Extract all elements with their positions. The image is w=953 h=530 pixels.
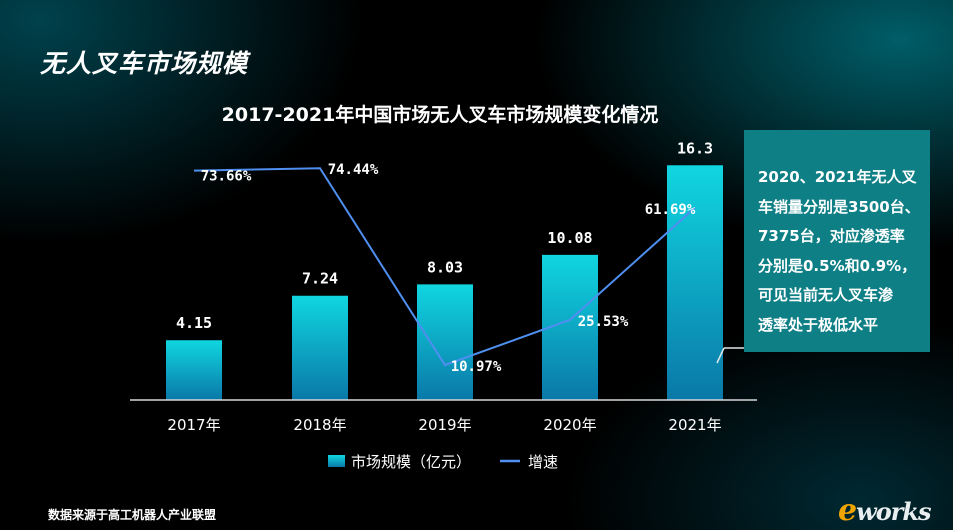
bar-value-label: 10.08	[547, 229, 592, 247]
legend-line-label: 增速	[528, 453, 558, 471]
source-note: 数据来源于高工机器人产业联盟	[48, 508, 217, 522]
note-box: 2020、2021年无人叉 车销量分别是3500台、 7375台，对应渗透率 分…	[744, 130, 930, 352]
note-line: 透率处于极低水平	[758, 315, 879, 334]
bar	[292, 295, 348, 400]
note-line: 7375台，对应渗透率	[758, 227, 905, 245]
bar-value-label: 16.3	[677, 139, 713, 157]
bar	[417, 284, 473, 400]
legend-bar-label: 市场规模（亿元）	[351, 453, 471, 471]
growth-value-label: 10.97%	[451, 359, 502, 375]
growth-value-label: 74.44%	[328, 162, 379, 178]
bar-value-label: 8.03	[427, 258, 463, 276]
eworks-logo: eworks	[838, 493, 932, 528]
chart-title: 2017-2021年中国市场无人叉车市场规模变化情况	[221, 104, 659, 126]
page-title: 无人叉车市场规模	[40, 49, 249, 78]
note-line: 可见当前无人叉车渗	[758, 286, 894, 304]
growth-value-label: 73.66%	[201, 169, 252, 185]
legend: 市场规模（亿元） 增速	[328, 453, 558, 471]
growth-value-label: 61.69%	[645, 202, 696, 218]
growth-line	[193, 167, 696, 367]
bar-value-label: 4.15	[176, 314, 212, 332]
note-line: 分别是0.5%和0.9%，	[758, 256, 917, 275]
x-tick-label: 2020年	[543, 416, 596, 434]
x-tick-label: 2017年	[167, 416, 220, 434]
x-tick-label: 2018年	[293, 416, 346, 434]
bar	[667, 165, 723, 400]
growth-value-label: 25.53%	[578, 314, 629, 330]
x-tick-label: 2019年	[418, 416, 471, 434]
bar-value-label: 7.24	[302, 270, 338, 288]
x-tick-label: 2021年	[668, 416, 721, 434]
legend-bar-swatch	[328, 455, 345, 467]
note-line: 车销量分别是3500台、	[758, 197, 920, 216]
callout-line	[716, 347, 725, 364]
bar	[166, 340, 222, 400]
note-line: 2020、2021年无人叉	[758, 168, 917, 186]
